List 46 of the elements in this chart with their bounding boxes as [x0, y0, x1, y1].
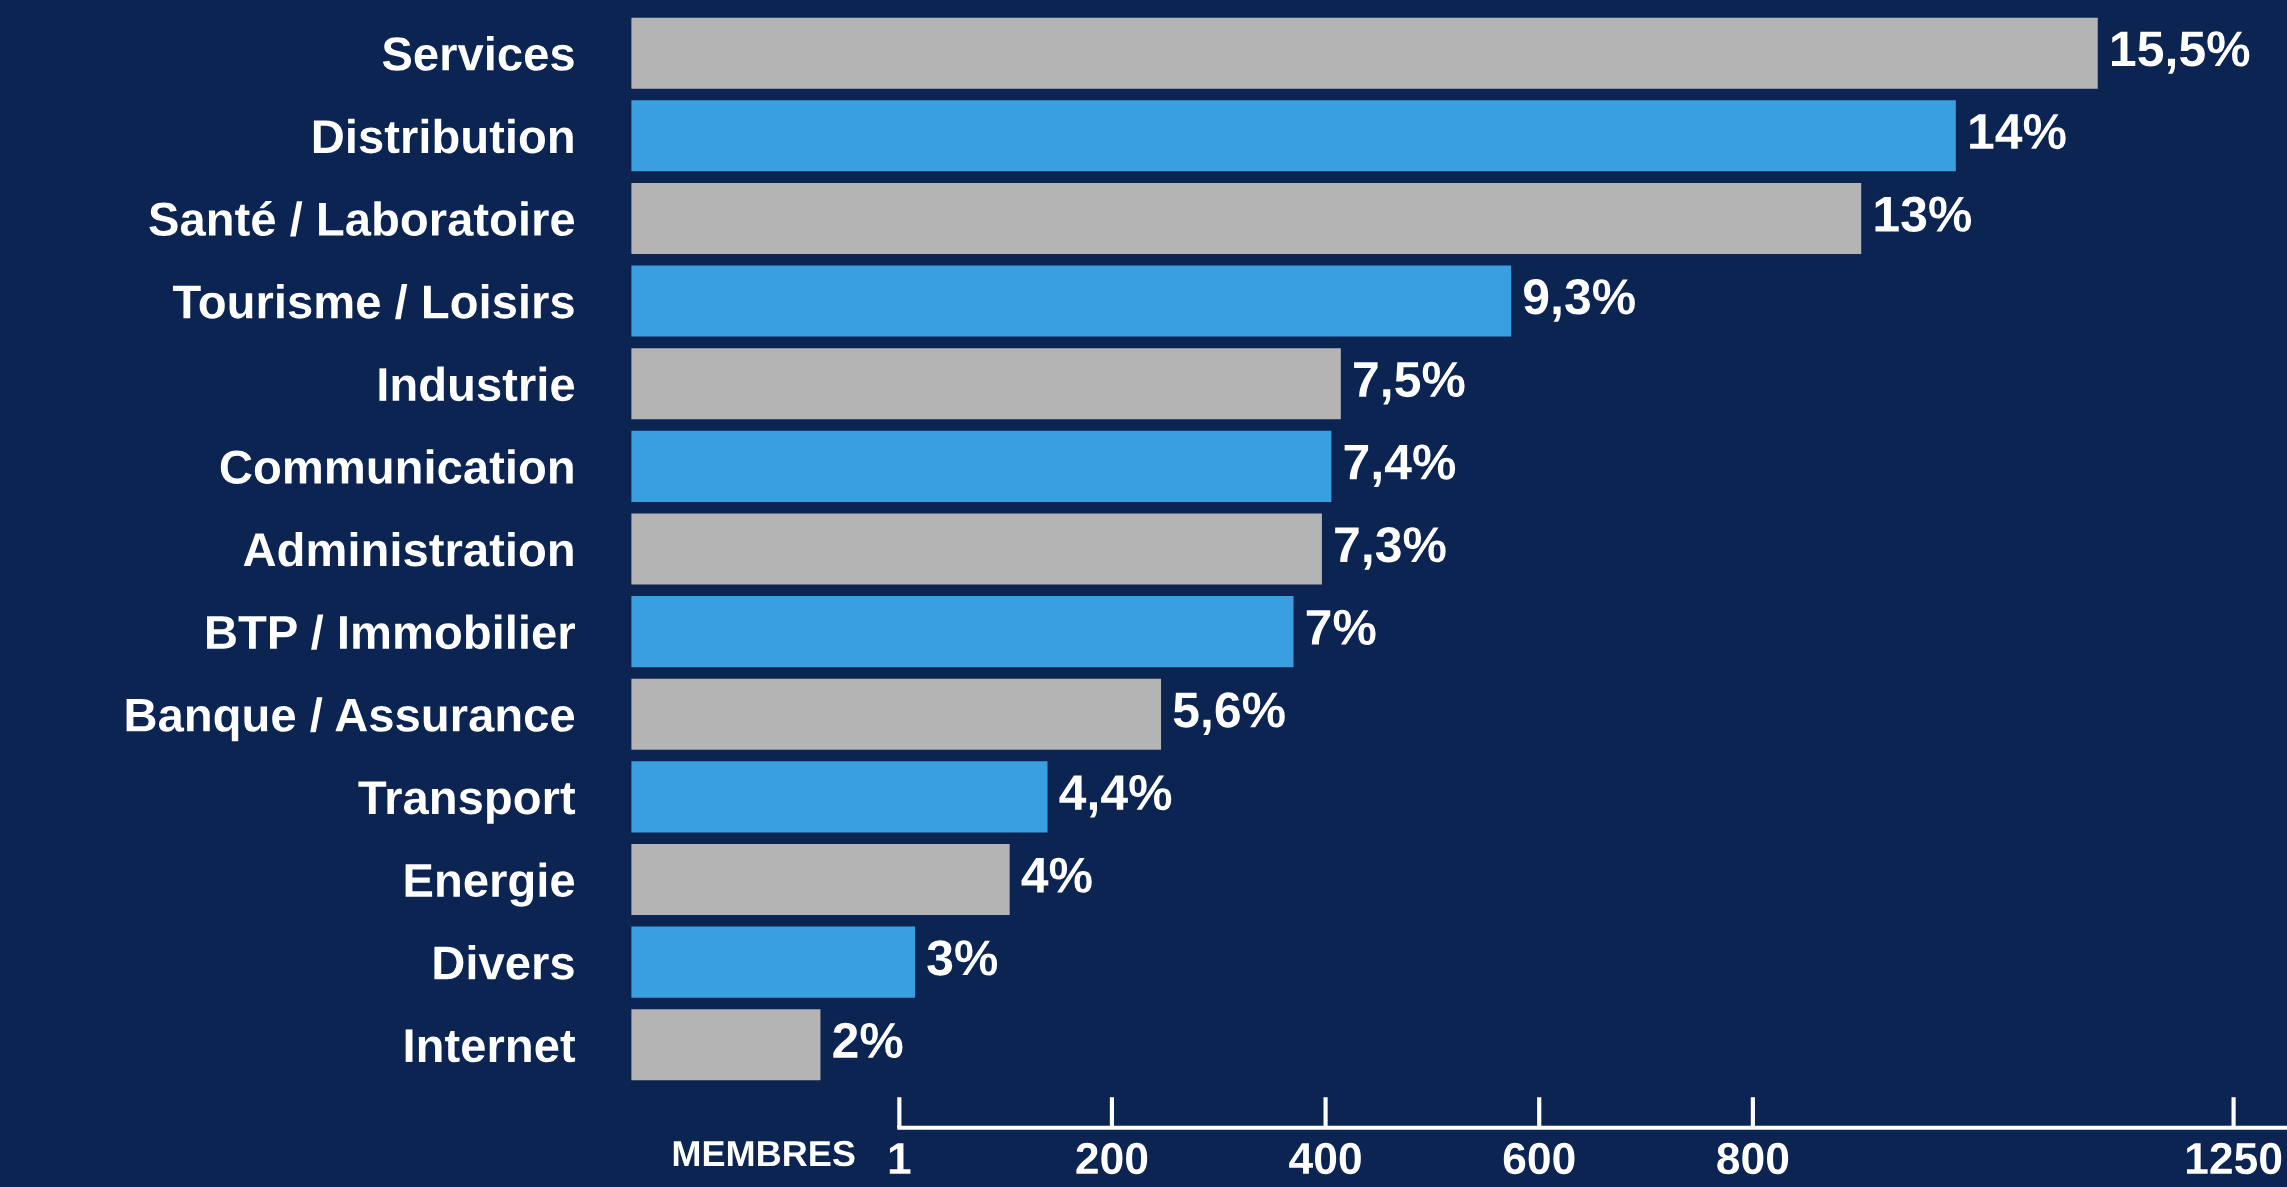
- x2-tick-label: 600: [1503, 1142, 1575, 1175]
- data-label: 2%: [833, 1022, 903, 1059]
- bar: [631, 678, 1162, 750]
- y-tick-label: Energie: [405, 862, 575, 907]
- data-label: 7,5%: [1354, 361, 1465, 405]
- y-tick-label: Divers: [434, 945, 574, 980]
- bar: [631, 1009, 821, 1081]
- data-label: 4%: [1021, 857, 1092, 893]
- data-label: 9,3%: [1523, 279, 1635, 322]
- y-tick-label: Transport: [358, 781, 576, 824]
- y-tick-label: Services: [382, 36, 574, 71]
- bar: [631, 926, 916, 998]
- x2-axis-title: MEMBRES: [673, 1140, 855, 1167]
- data-label: 7%: [1306, 609, 1376, 645]
- x2-tick-label: 800: [1717, 1142, 1789, 1175]
- y-tick-label: Administration: [243, 531, 573, 567]
- data-label: 13%: [1875, 196, 1972, 232]
- bar: [631, 182, 1862, 254]
- y-tick-label: Internet: [405, 1029, 576, 1063]
- data-label: 7,4%: [1344, 444, 1456, 488]
- y-tick-label: Distribution: [313, 118, 573, 154]
- data-label: 15,5%: [2112, 31, 2250, 74]
- y-tick-label: BTP / Immobilier: [207, 614, 575, 650]
- x2-tick-label: 400: [1289, 1142, 1361, 1175]
- bar: [631, 17, 2098, 89]
- y-tick-label: Banque / Assurance: [126, 697, 575, 742]
- data-label: 7,3%: [1335, 527, 1446, 570]
- data-label: 14%: [1970, 113, 2066, 150]
- y-tick-label: Tourisme / Loisirs: [172, 283, 574, 320]
- y-tick-label: Santé / Laboratoire: [149, 200, 575, 237]
- bar: [631, 100, 1956, 172]
- y-tick-label: Industrie: [379, 366, 575, 402]
- bar: [631, 348, 1341, 420]
- bar: [631, 596, 1294, 668]
- y-tick-label: Communication: [220, 449, 573, 484]
- data-label: 3%: [927, 940, 998, 976]
- bar: [631, 265, 1512, 337]
- bar: [631, 513, 1322, 585]
- data-label: 5,6%: [1173, 692, 1285, 735]
- x2-tick-label: 1: [889, 1143, 911, 1174]
- bar: [631, 761, 1048, 833]
- bar: [631, 843, 1010, 916]
- bar: [631, 430, 1332, 502]
- x2-tick-label: 1250: [2186, 1142, 2282, 1175]
- data-label: 4,4%: [1059, 775, 1172, 818]
- x2-tick-label: 200: [1076, 1142, 1148, 1175]
